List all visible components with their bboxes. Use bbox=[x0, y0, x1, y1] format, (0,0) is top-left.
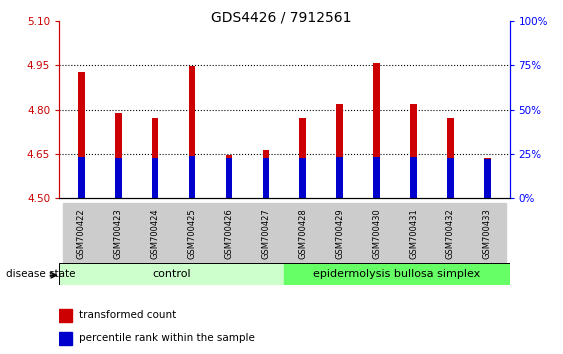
Text: GSM700430: GSM700430 bbox=[372, 208, 381, 259]
Text: GSM700422: GSM700422 bbox=[77, 208, 86, 259]
Text: disease state: disease state bbox=[6, 269, 75, 279]
Text: transformed count: transformed count bbox=[79, 310, 177, 320]
Bar bbox=[447, 158, 454, 198]
Text: percentile rank within the sample: percentile rank within the sample bbox=[79, 333, 255, 343]
Text: GSM700428: GSM700428 bbox=[298, 208, 307, 259]
Bar bbox=[484, 159, 491, 198]
Bar bbox=[300, 118, 306, 198]
Text: control: control bbox=[153, 269, 191, 279]
Bar bbox=[284, 263, 510, 285]
Bar bbox=[78, 72, 84, 198]
Bar bbox=[59, 309, 72, 322]
Bar bbox=[469, 204, 506, 264]
Bar bbox=[262, 158, 269, 198]
Bar bbox=[284, 204, 321, 264]
Bar bbox=[262, 149, 269, 198]
Bar bbox=[152, 159, 158, 198]
Bar bbox=[336, 104, 343, 198]
Bar bbox=[321, 204, 358, 264]
Bar bbox=[247, 204, 284, 264]
Bar bbox=[189, 156, 195, 198]
Bar bbox=[432, 204, 469, 264]
Bar bbox=[226, 155, 233, 198]
Bar bbox=[410, 156, 417, 198]
Text: GSM700427: GSM700427 bbox=[261, 208, 270, 259]
Bar bbox=[63, 204, 100, 264]
Bar bbox=[484, 159, 491, 198]
Bar bbox=[152, 118, 158, 198]
Text: GSM700424: GSM700424 bbox=[150, 208, 159, 259]
Text: epidermolysis bullosa simplex: epidermolysis bullosa simplex bbox=[313, 269, 481, 279]
Bar bbox=[447, 118, 454, 198]
Bar bbox=[115, 158, 122, 198]
Bar bbox=[59, 263, 284, 285]
Text: GSM700426: GSM700426 bbox=[225, 208, 234, 259]
Bar bbox=[59, 332, 72, 345]
Bar bbox=[226, 158, 233, 198]
Bar bbox=[137, 204, 173, 264]
Text: GSM700423: GSM700423 bbox=[114, 208, 123, 259]
Bar bbox=[300, 158, 306, 198]
Text: GDS4426 / 7912561: GDS4426 / 7912561 bbox=[211, 11, 352, 25]
Bar bbox=[115, 113, 122, 198]
Bar bbox=[100, 204, 137, 264]
Bar bbox=[173, 204, 211, 264]
Bar bbox=[78, 156, 84, 198]
Bar bbox=[373, 156, 380, 198]
Bar bbox=[336, 156, 343, 198]
Text: GSM700429: GSM700429 bbox=[335, 208, 344, 259]
Text: GSM700431: GSM700431 bbox=[409, 208, 418, 259]
Bar bbox=[358, 204, 395, 264]
Text: GSM700433: GSM700433 bbox=[483, 208, 492, 259]
Text: GSM700432: GSM700432 bbox=[446, 208, 455, 259]
Bar bbox=[410, 104, 417, 198]
Bar bbox=[211, 204, 247, 264]
Bar bbox=[189, 66, 195, 198]
Text: GSM700425: GSM700425 bbox=[187, 208, 196, 259]
Bar bbox=[395, 204, 432, 264]
Bar bbox=[373, 63, 380, 198]
